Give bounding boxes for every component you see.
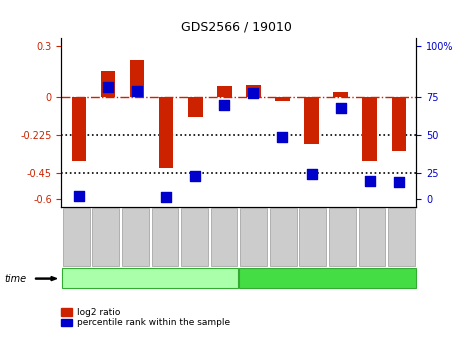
Bar <box>392 97 406 151</box>
Point <box>75 193 83 198</box>
Text: GSM96939: GSM96939 <box>192 220 197 254</box>
Point <box>366 179 374 184</box>
Bar <box>188 97 202 117</box>
Bar <box>159 97 174 168</box>
Bar <box>304 97 319 145</box>
Text: GSM96935: GSM96935 <box>74 220 79 254</box>
Text: 2 d: 2 d <box>141 274 159 284</box>
Point <box>337 105 344 110</box>
Point <box>133 88 141 94</box>
Bar <box>101 71 115 97</box>
Text: GDS2566 / 19010: GDS2566 / 19010 <box>181 21 292 34</box>
Text: time: time <box>5 274 27 284</box>
Bar <box>217 86 232 97</box>
Text: GSM96941: GSM96941 <box>251 220 256 254</box>
Text: GSM96943: GSM96943 <box>310 220 315 254</box>
Bar <box>333 92 348 97</box>
Text: GSM96945: GSM96945 <box>369 220 375 254</box>
Point <box>192 174 199 179</box>
Point <box>104 84 112 90</box>
Bar <box>72 97 86 161</box>
Text: log2 ratio: log2 ratio <box>77 308 120 317</box>
Text: GSM96936: GSM96936 <box>103 220 108 254</box>
Bar <box>275 97 290 101</box>
Point <box>279 134 286 139</box>
Bar <box>362 97 377 161</box>
Point <box>308 171 315 177</box>
Point <box>220 102 228 108</box>
Bar <box>130 60 144 97</box>
Point <box>250 90 257 96</box>
Bar <box>246 85 261 97</box>
Text: percentile rank within the sample: percentile rank within the sample <box>77 318 230 327</box>
Text: GSM96944: GSM96944 <box>340 220 345 254</box>
Text: GSM96942: GSM96942 <box>280 220 286 254</box>
Text: GSM96946: GSM96946 <box>399 220 404 254</box>
Text: GSM96938: GSM96938 <box>162 220 167 254</box>
Point <box>395 179 403 185</box>
Text: GSM96940: GSM96940 <box>221 220 227 254</box>
Text: GSM96937: GSM96937 <box>133 220 138 254</box>
Text: 5 d: 5 d <box>319 274 336 284</box>
Point <box>162 194 170 199</box>
